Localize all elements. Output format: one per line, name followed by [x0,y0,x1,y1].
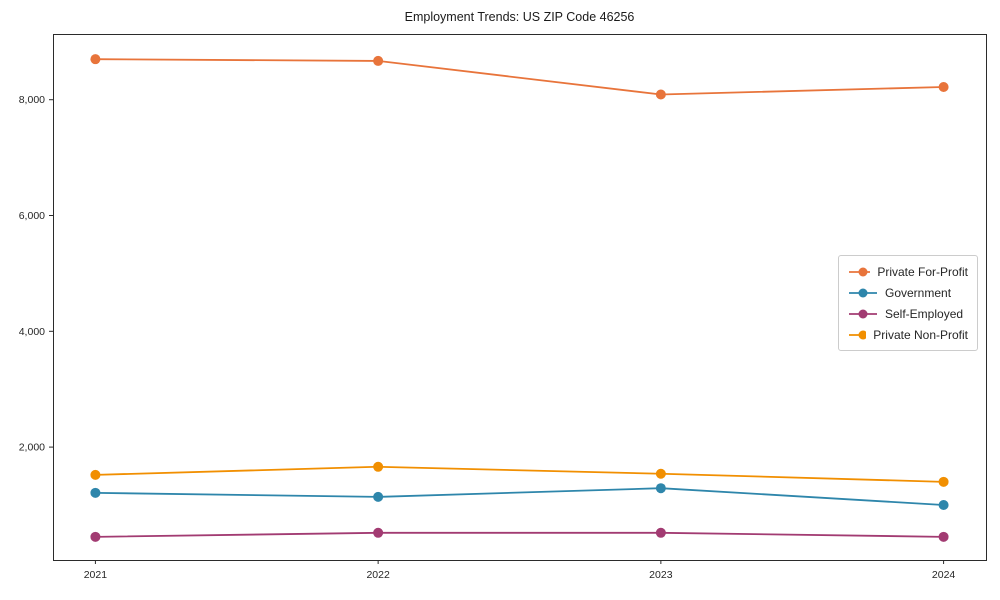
y-tick-label: 2,000 [19,442,45,454]
chart-title: Employment Trends: US ZIP Code 46256 [404,10,635,24]
legend-item: Government [848,284,968,301]
data-point-marker [90,487,101,498]
x-tick-label: 2021 [84,569,108,581]
legend-marker-dot [858,330,867,339]
data-point-marker [655,483,666,494]
y-tick-label: 8,000 [19,94,45,106]
data-point-marker [938,531,949,542]
data-point-marker [938,476,949,487]
legend-item: Self-Employed [848,305,968,322]
legend-marker-dot [858,309,868,318]
data-point-marker [373,55,384,66]
data-point-marker [90,54,101,65]
legend-label: Government [885,285,952,300]
data-point-marker [373,461,384,472]
series-line [95,465,944,483]
legend-line-sample [849,330,867,339]
legend-label: Private For-Profit [877,264,968,279]
data-point-marker [373,491,384,502]
legend-line-sample [849,288,877,297]
y-tick-label: 4,000 [19,326,45,338]
x-tick-label: 2024 [932,569,956,581]
data-point-marker [938,499,949,510]
legend: Private For-Profit Government Self-Employe… [838,255,978,351]
data-point-marker [373,527,384,538]
series-line [95,531,944,538]
data-point-marker [655,468,666,479]
data-point-marker [938,81,949,92]
legend-item: Private Non-Profit [848,326,968,343]
series-line [95,58,944,96]
legend-item: Private For-Profit [848,263,968,280]
legend-line-sample [849,267,871,276]
series-line [95,487,944,506]
x-tick-label: 2022 [366,569,390,581]
data-point-marker [655,89,666,100]
plot-border [53,34,987,561]
data-point-marker [90,469,101,480]
y-tick-label: 6,000 [19,210,45,222]
data-point-marker [90,531,101,542]
legend-marker-dot [858,288,868,297]
legend-line-sample [849,309,877,318]
legend-marker-dot [858,267,868,276]
x-tick-label: 2023 [649,569,673,581]
legend-label: Private Non-Profit [873,327,968,342]
legend-label: Self-Employed [885,306,964,321]
data-point-marker [655,527,666,538]
